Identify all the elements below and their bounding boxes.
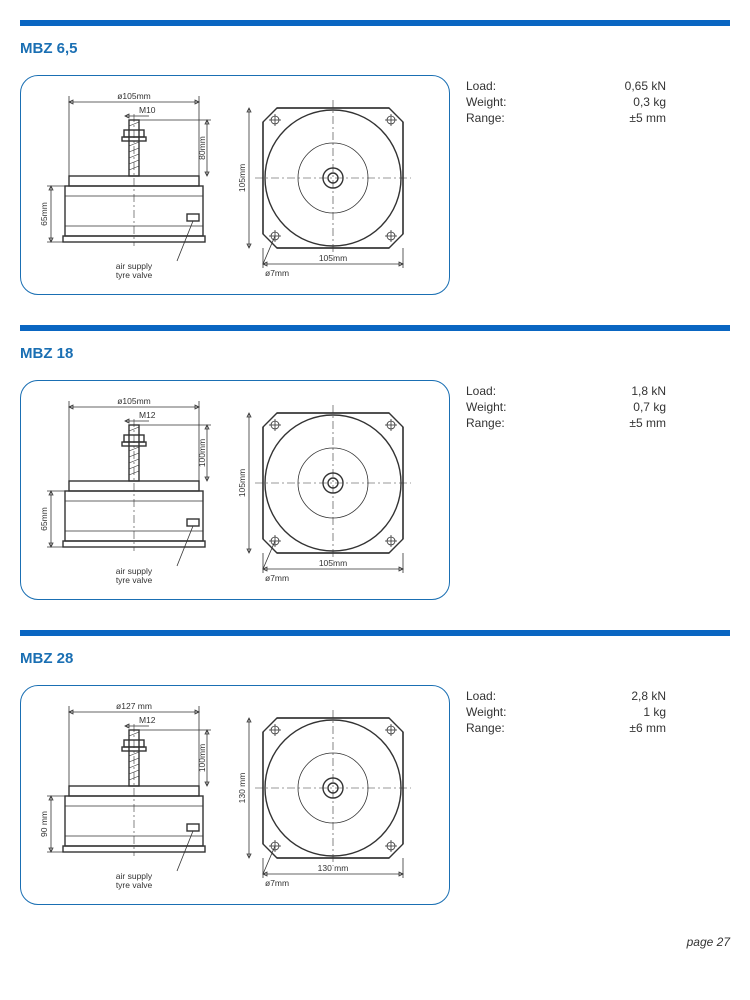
- spec-row: Range: ±5 mm: [466, 111, 666, 125]
- spec-table: Load: 1,8 kN Weight: 0,7 kg Range: ±5 mm: [466, 380, 666, 432]
- side-view-drawing: ø105mm M12 100mm: [29, 391, 219, 591]
- svg-text:130 mm: 130 mm: [237, 773, 247, 804]
- spec-row: Weight: 0,7 kg: [466, 400, 666, 414]
- section-divider: [20, 20, 730, 26]
- spec-value: 2,8 kN: [631, 689, 666, 703]
- spec-value: ±5 mm: [629, 111, 666, 125]
- spec-row: Range: ±5 mm: [466, 416, 666, 430]
- spec-row: Load: 0,65 kN: [466, 79, 666, 93]
- svg-text:100mm: 100mm: [197, 439, 207, 467]
- side-view-drawing: ø105mm M10 80mm: [29, 86, 219, 286]
- spec-value: 0,7 kg: [633, 400, 666, 414]
- product-block: ø105mm M10 80mm: [20, 75, 730, 295]
- svg-text:100mm: 100mm: [197, 744, 207, 772]
- spec-row: Load: 1,8 kN: [466, 384, 666, 398]
- drawing-box: ø105mm M12 100mm: [20, 380, 450, 600]
- spec-label: Weight:: [466, 400, 506, 414]
- svg-text:ø105mm: ø105mm: [117, 91, 151, 101]
- drawing-box: ø127 mm M12 100mm: [20, 685, 450, 905]
- svg-text:130 mm: 130 mm: [318, 863, 349, 873]
- product-block: ø105mm M12 100mm: [20, 380, 730, 600]
- spec-label: Load:: [466, 689, 496, 703]
- svg-text:M12: M12: [139, 715, 156, 725]
- spec-row: Range: ±6 mm: [466, 721, 666, 735]
- spec-label: Range:: [466, 721, 505, 735]
- spec-label: Load:: [466, 384, 496, 398]
- top-view-drawing: 105mm 105mm ø7mm: [233, 86, 433, 286]
- drawing-box: ø105mm M10 80mm: [20, 75, 450, 295]
- svg-text:ø7mm: ø7mm: [265, 268, 289, 278]
- svg-text:ø7mm: ø7mm: [265, 878, 289, 888]
- section-divider: [20, 630, 730, 636]
- spec-label: Weight:: [466, 95, 506, 109]
- svg-text:105mm: 105mm: [237, 469, 247, 497]
- section-divider: [20, 325, 730, 331]
- page-number: page 27: [20, 935, 730, 949]
- svg-text:tyre valve: tyre valve: [116, 270, 153, 280]
- spec-table: Load: 2,8 kN Weight: 1 kg Range: ±6 mm: [466, 685, 666, 737]
- spec-label: Range:: [466, 416, 505, 430]
- top-view-drawing: 105mm 105mm ø7mm: [233, 391, 433, 591]
- product-title: MBZ 6,5: [20, 40, 730, 57]
- spec-row: Weight: 1 kg: [466, 705, 666, 719]
- svg-text:105mm: 105mm: [319, 253, 347, 263]
- spec-value: 0,3 kg: [633, 95, 666, 109]
- side-view-drawing: ø127 mm M12 100mm: [29, 696, 219, 896]
- svg-text:80mm: 80mm: [197, 136, 207, 160]
- spec-value: 1 kg: [643, 705, 666, 719]
- spec-value: ±6 mm: [629, 721, 666, 735]
- svg-text:105mm: 105mm: [237, 164, 247, 192]
- svg-text:65mm: 65mm: [39, 507, 49, 531]
- spec-value: 0,65 kN: [625, 79, 666, 93]
- spec-value: ±5 mm: [629, 416, 666, 430]
- spec-row: Weight: 0,3 kg: [466, 95, 666, 109]
- spec-label: Load:: [466, 79, 496, 93]
- svg-text:ø127 mm: ø127 mm: [116, 701, 152, 711]
- spec-value: 1,8 kN: [631, 384, 666, 398]
- svg-text:ø105mm: ø105mm: [117, 396, 151, 406]
- product-title: MBZ 18: [20, 345, 730, 362]
- svg-text:90 mm: 90 mm: [39, 811, 49, 837]
- svg-text:105mm: 105mm: [319, 558, 347, 568]
- svg-text:tyre valve: tyre valve: [116, 880, 153, 890]
- svg-text:ø7mm: ø7mm: [265, 573, 289, 583]
- svg-text:65mm: 65mm: [39, 202, 49, 226]
- spec-table: Load: 0,65 kN Weight: 0,3 kg Range: ±5 mm: [466, 75, 666, 127]
- svg-text:tyre valve: tyre valve: [116, 575, 153, 585]
- product-block: ø127 mm M12 100mm: [20, 685, 730, 905]
- svg-text:M10: M10: [139, 105, 156, 115]
- svg-text:M12: M12: [139, 410, 156, 420]
- top-view-drawing: 130 mm 130 mm ø7mm: [233, 696, 433, 896]
- spec-label: Weight:: [466, 705, 506, 719]
- spec-row: Load: 2,8 kN: [466, 689, 666, 703]
- spec-label: Range:: [466, 111, 505, 125]
- product-title: MBZ 28: [20, 650, 730, 667]
